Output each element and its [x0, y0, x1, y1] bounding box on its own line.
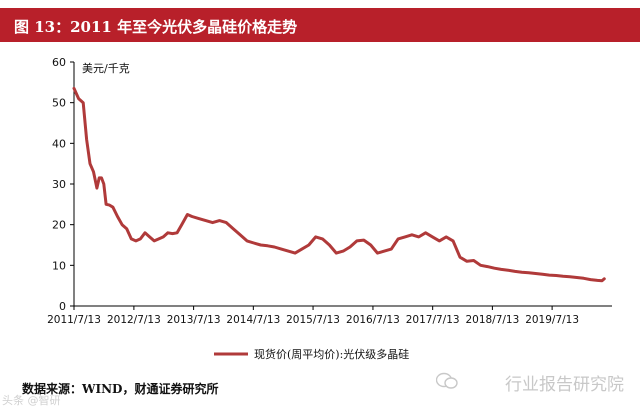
y-axis-label: 美元/千克 [82, 62, 130, 75]
y-tick-label: 40 [52, 137, 66, 150]
chart-series [72, 86, 606, 283]
wechat-icon [436, 372, 458, 389]
series-line-0 [72, 86, 606, 283]
y-tick-label: 30 [52, 178, 66, 191]
x-tick-label: 2018/7/13 [465, 314, 519, 326]
y-tick-label: 0 [59, 300, 66, 313]
x-tick-label: 2019/7/13 [525, 314, 579, 326]
y-tick-label: 60 [52, 56, 66, 69]
x-tick-label: 2013/7/13 [167, 314, 221, 326]
chart-axes: 0 10 20 30 40 50 60 美元/千克 2011/7/13 2012/7/13 2013… [47, 56, 612, 326]
chart-area: 0 10 20 30 40 50 60 美元/千克 2011/7/13 2012/7/13 2013… [47, 56, 612, 361]
x-tick-label: 2012/7/13 [107, 314, 161, 326]
x-tick-label: 2017/7/13 [406, 314, 460, 326]
y-tick-label: 10 [52, 259, 66, 272]
x-tick-label: 2016/7/13 [346, 314, 400, 326]
legend-label: 现货价(周平均价):光伏级多晶硅 [254, 347, 409, 361]
x-tick-label: 2014/7/13 [226, 314, 280, 326]
watermark-small: 头条 @智研 [2, 394, 61, 407]
chart-legend: 现货价(周平均价):光伏级多晶硅 [214, 347, 409, 361]
y-tick-label: 20 [52, 219, 66, 232]
watermark-text: 行业报告研究院 [505, 375, 624, 395]
source-note: 数据来源：WIND，财通证券研究所 [22, 382, 219, 396]
title-bar: 图 13：2011 年至今光伏多晶硅价格走势 [0, 8, 640, 42]
x-tick-label: 2011/7/13 [47, 314, 101, 326]
chart-title: 图 13：2011 年至今光伏多晶硅价格走势 [14, 18, 298, 36]
y-tick-label: 50 [52, 97, 66, 110]
x-tick-label: 2015/7/13 [286, 314, 340, 326]
